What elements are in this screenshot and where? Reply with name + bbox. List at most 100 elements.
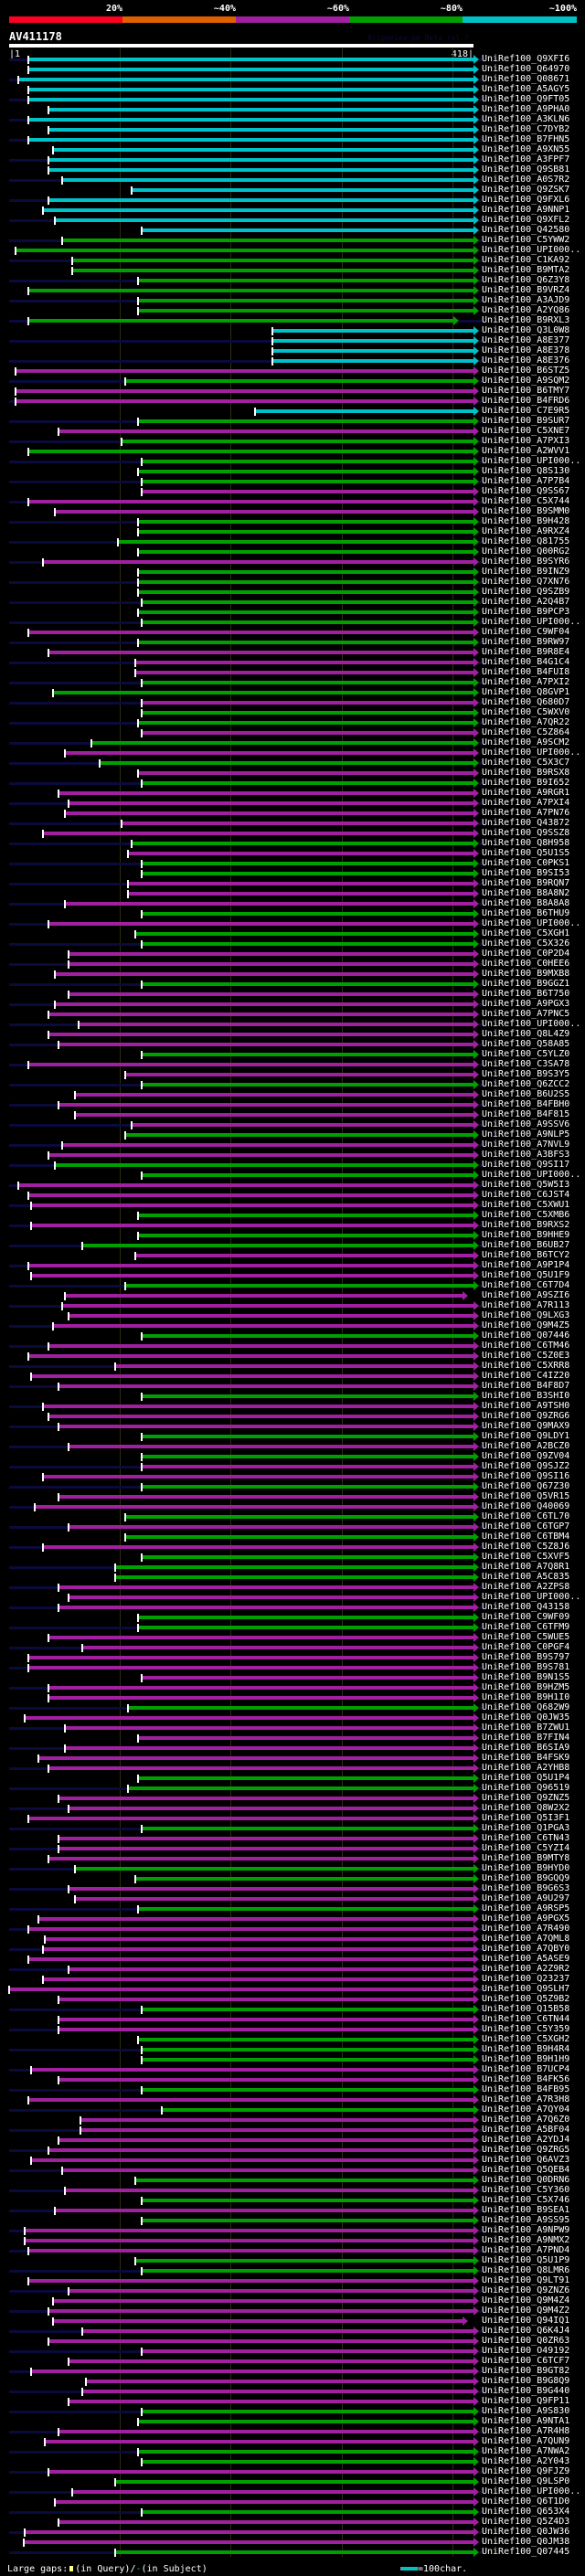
hit-label[interactable]: UniRef100_B9R8E4 — [482, 647, 570, 657]
hit-label[interactable]: UniRef100_Q96519 — [482, 1783, 570, 1793]
hit-label[interactable]: UniRef100_B7ZWU1 — [482, 1723, 570, 1733]
hit-label[interactable]: UniRef100_Q8H958 — [482, 838, 570, 848]
hit-label[interactable]: UniRef100_B9S3Y5 — [482, 1069, 570, 1079]
hit-label[interactable]: UniRef100_O49192 — [482, 2346, 570, 2356]
hit-label[interactable]: UniRef100_A9SSV6 — [482, 1119, 570, 1129]
hit-label[interactable]: UniRef100_Q9FT05 — [482, 94, 570, 104]
hit-label[interactable]: UniRef100_A7PNC5 — [482, 1009, 570, 1019]
hit-label[interactable]: UniRef100_A8E378 — [482, 345, 570, 355]
hit-label[interactable]: UniRef100_C5XWU1 — [482, 1200, 570, 1210]
hit-label[interactable]: UniRef100_Q682W9 — [482, 1702, 570, 1712]
hit-label[interactable]: UniRef100_C5YZI4 — [482, 1843, 570, 1853]
hit-label[interactable]: UniRef100_B9RXL3 — [482, 315, 570, 325]
hit-label[interactable]: UniRef100_B4FSK9 — [482, 1753, 570, 1763]
hit-label[interactable]: UniRef100_C5XMB6 — [482, 1210, 570, 1220]
hit-label[interactable]: UniRef100_B9RQN7 — [482, 878, 570, 888]
hit-label[interactable]: UniRef100_Q58A85 — [482, 1039, 570, 1049]
hit-label[interactable]: UniRef100_Q5QEB4 — [482, 2165, 570, 2175]
hit-label[interactable]: UniRef100_Q9FJZ9 — [482, 2466, 570, 2476]
hit-label[interactable]: UniRef100_C6TFM9 — [482, 1622, 570, 1632]
hit-label[interactable]: UniRef100_Q9M4Z4 — [482, 2295, 570, 2306]
hit-label[interactable]: UniRef100_Q8L4Z9 — [482, 1029, 570, 1039]
hit-label[interactable]: UniRef100_B9INZ9 — [482, 567, 570, 577]
hit-label[interactable]: UniRef100_Q9SI16 — [482, 1471, 570, 1481]
hit-label[interactable]: UniRef100_Q9LDY1 — [482, 1431, 570, 1441]
hit-label[interactable]: UniRef100_B9SUR7 — [482, 416, 570, 426]
hit-label[interactable]: UniRef100_C5XGH1 — [482, 928, 570, 938]
hit-label[interactable]: UniRef100_B6THU9 — [482, 908, 570, 918]
hit-label[interactable]: UniRef100_Q0JW36 — [482, 2527, 570, 2537]
hit-label[interactable]: UniRef100_Q6Z3Y8 — [482, 275, 570, 285]
hit-label[interactable]: UniRef100_B9SEA1 — [482, 2205, 570, 2215]
hit-label[interactable]: UniRef100_Q94IQ1 — [482, 2316, 570, 2326]
hit-label[interactable]: UniRef100_C5YWW2 — [482, 235, 570, 245]
hit-label[interactable]: UniRef100_C5XVF5 — [482, 1552, 570, 1562]
hit-label[interactable]: UniRef100_C6JST4 — [482, 1190, 570, 1200]
hit-label[interactable]: UniRef100_C5Z8J6 — [482, 1542, 570, 1552]
hit-label[interactable]: UniRef100_Q8GVP1 — [482, 687, 570, 697]
hit-label[interactable]: UniRef100_B9GT82 — [482, 2366, 570, 2376]
hit-label[interactable]: UniRef100_B7UCP4 — [482, 2064, 570, 2074]
hit-label[interactable]: UniRef100_B6SIA9 — [482, 1743, 570, 1753]
hit-label[interactable]: UniRef100_B9N1S5 — [482, 1672, 570, 1682]
hit-label[interactable]: UniRef100_A7PXI4 — [482, 798, 570, 808]
hit-label[interactable]: UniRef100_A9RXZ4 — [482, 526, 570, 536]
hit-label[interactable]: UniRef100_B9GGZ1 — [482, 979, 570, 989]
hit-label[interactable]: UniRef100_B8A8N2 — [482, 888, 570, 898]
hit-label[interactable]: UniRef100_A3FPF7 — [482, 154, 570, 164]
hit-label[interactable]: UniRef100_Q6T1D0 — [482, 2496, 570, 2507]
hit-label[interactable]: UniRef100_B4F815 — [482, 1109, 570, 1119]
hit-label[interactable]: UniRef100_C5XGH2 — [482, 2034, 570, 2044]
hit-label[interactable]: UniRef100_Q9ZRG6 — [482, 1411, 570, 1421]
hit-label[interactable]: UniRef100_A9RGR1 — [482, 788, 570, 798]
hit-label[interactable]: UniRef100_Q81755 — [482, 536, 570, 546]
hit-label[interactable]: UniRef100_C6TN44 — [482, 2014, 570, 2024]
hit-label[interactable]: UniRef100_A9NTA1 — [482, 2416, 570, 2426]
hit-label[interactable]: UniRef100_A2YDJ4 — [482, 2135, 570, 2145]
hit-label[interactable]: UniRef100_B9RSX8 — [482, 768, 570, 778]
hit-label[interactable]: UniRef100_Q9SB81 — [482, 164, 570, 175]
hit-label[interactable]: UniRef100_Q7XN76 — [482, 577, 570, 587]
hit-label[interactable]: UniRef100_Q9SSZ8 — [482, 828, 570, 838]
hit-label[interactable]: UniRef100_B4F8D7 — [482, 1381, 570, 1391]
hit-label[interactable]: UniRef100_Q9XFI6 — [482, 54, 570, 64]
hit-label[interactable]: UniRef100_A9TSH0 — [482, 1401, 570, 1411]
hit-label[interactable]: UniRef100_B9S781 — [482, 1662, 570, 1672]
hit-label[interactable]: UniRef100_A9NMX2 — [482, 2235, 570, 2245]
hit-label[interactable]: UniRef100_A7QML8 — [482, 1934, 570, 1944]
hit-label[interactable]: UniRef100_A2YHB8 — [482, 1763, 570, 1773]
hit-label[interactable]: UniRef100_A9RSP5 — [482, 1903, 570, 1913]
hit-label[interactable]: UniRef100_UPI000.. — [482, 456, 581, 466]
hit-label[interactable]: UniRef100_B4FBH0 — [482, 1099, 570, 1109]
hit-label[interactable]: UniRef100_Q5I3F1 — [482, 1813, 570, 1823]
hit-label[interactable]: UniRef100_C5XNE7 — [482, 426, 570, 436]
hit-label[interactable]: UniRef100_Q9FXL6 — [482, 195, 570, 205]
hit-label[interactable]: UniRef100_C5X744 — [482, 496, 570, 506]
hit-label[interactable]: UniRef100_Q9FP11 — [482, 2396, 570, 2406]
hit-label[interactable]: UniRef100_B9H428 — [482, 516, 570, 526]
hit-label[interactable]: UniRef100_C6TL70 — [482, 1511, 570, 1521]
hit-label[interactable]: UniRef100_B9G440 — [482, 2386, 570, 2396]
hit-label[interactable]: UniRef100_B9S797 — [482, 1652, 570, 1662]
hit-label[interactable]: UniRef100_A7PXI3 — [482, 436, 570, 446]
hit-label[interactable]: UniRef100_Q5VR15 — [482, 1491, 570, 1501]
hit-label[interactable]: UniRef100_C0PGF4 — [482, 1642, 570, 1652]
hit-label[interactable]: UniRef100_Q8S130 — [482, 466, 570, 476]
hit-label[interactable]: UniRef100_Q9M4Z5 — [482, 1320, 570, 1330]
hit-label[interactable]: UniRef100_A2ZPS8 — [482, 1582, 570, 1592]
hit-label[interactable]: UniRef100_Q6K4J4 — [482, 2326, 570, 2336]
hit-label[interactable]: UniRef100_Q07445 — [482, 2547, 570, 2557]
hit-label[interactable]: UniRef100_A0S7R2 — [482, 175, 570, 185]
hit-label[interactable]: UniRef100_B4FB95 — [482, 2084, 570, 2094]
hit-label[interactable]: UniRef100_Q64970 — [482, 64, 570, 74]
hit-label[interactable]: UniRef100_B7FIN4 — [482, 1733, 570, 1743]
hit-label[interactable]: UniRef100_Q9MAX9 — [482, 1421, 570, 1431]
hit-label[interactable]: UniRef100_Q5U1F9 — [482, 1270, 570, 1280]
hit-label[interactable]: UniRef100_B8A8A8 — [482, 898, 570, 908]
hit-label[interactable]: UniRef100_B9G6S3 — [482, 1883, 570, 1893]
hit-label[interactable]: UniRef100_Q8W2X2 — [482, 1803, 570, 1813]
hit-label[interactable]: UniRef100_C0HEE6 — [482, 959, 570, 969]
hit-label[interactable]: UniRef100_B9H1I0 — [482, 1692, 570, 1702]
hit-label[interactable]: UniRef100_A7QUN9 — [482, 2436, 570, 2446]
hit-label[interactable]: UniRef100_UPI000.. — [482, 1019, 581, 1029]
